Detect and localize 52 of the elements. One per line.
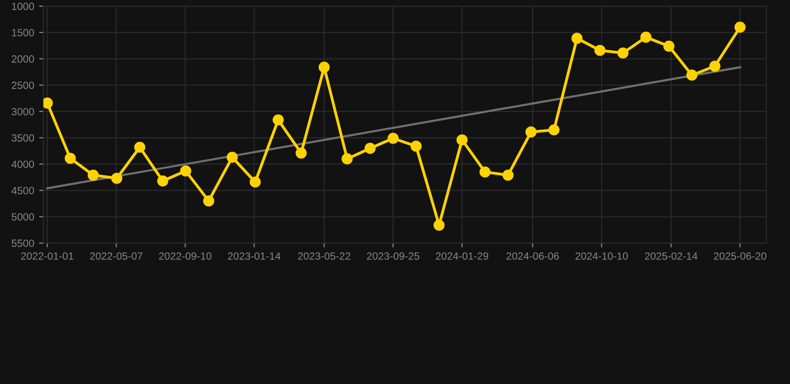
point: [318, 62, 330, 73]
point: [410, 140, 422, 152]
y-tick-label: 2500: [12, 82, 34, 89]
point: [43, 97, 53, 109]
point: [134, 142, 146, 153]
point: [272, 114, 284, 126]
point: [686, 70, 698, 81]
x-tick-label: 2023-01-14: [228, 252, 280, 260]
x-tick-label: 2022-09-10: [159, 252, 212, 260]
y-tick-label: 5000: [12, 213, 34, 221]
x-tick-label: 2024-10-10: [575, 252, 628, 260]
point: [434, 220, 445, 231]
x-tick-label: 2022-01-01: [21, 252, 74, 260]
y-tick-label: 3500: [12, 134, 34, 142]
point: [111, 172, 122, 184]
y-tick-label: 4000: [11, 160, 34, 168]
point: [296, 147, 307, 159]
point: [594, 44, 606, 56]
point: [734, 22, 746, 33]
point: [663, 40, 674, 52]
point: [479, 166, 491, 178]
point: [617, 47, 628, 59]
x-tick-label: 2023-05-22: [298, 252, 350, 260]
point: [502, 170, 514, 181]
point: [342, 153, 353, 164]
y-tick-label: 2000: [12, 55, 34, 63]
x-tick-label: 2023-09-25: [366, 252, 420, 260]
x-tick-label: 2025-02-14: [644, 252, 698, 260]
point: [250, 176, 261, 188]
point: [525, 126, 537, 138]
point: [226, 152, 238, 163]
point: [571, 32, 583, 44]
y-tick-label: 4500: [11, 186, 34, 194]
x-tick-label: 2022-05-07: [90, 252, 142, 260]
y-tick-label: 1000: [12, 2, 34, 10]
point: [388, 132, 399, 144]
point: [180, 165, 192, 176]
point: [364, 142, 376, 154]
point: [640, 32, 652, 43]
point: [709, 60, 720, 72]
x-tick-label: 2025-06-20: [714, 252, 766, 260]
point: [456, 134, 468, 146]
y-tick-label: 1500: [12, 28, 34, 36]
x-tick-label: 2024-01-29: [436, 252, 488, 260]
point: [157, 175, 168, 186]
point: [548, 124, 560, 136]
point: [88, 170, 99, 181]
point: [203, 195, 214, 207]
y-tick-label: 3000: [12, 108, 34, 116]
y-tick-label: 5500: [12, 240, 34, 247]
point: [64, 152, 76, 164]
x-tick-label: 2024-06-06: [506, 252, 559, 260]
